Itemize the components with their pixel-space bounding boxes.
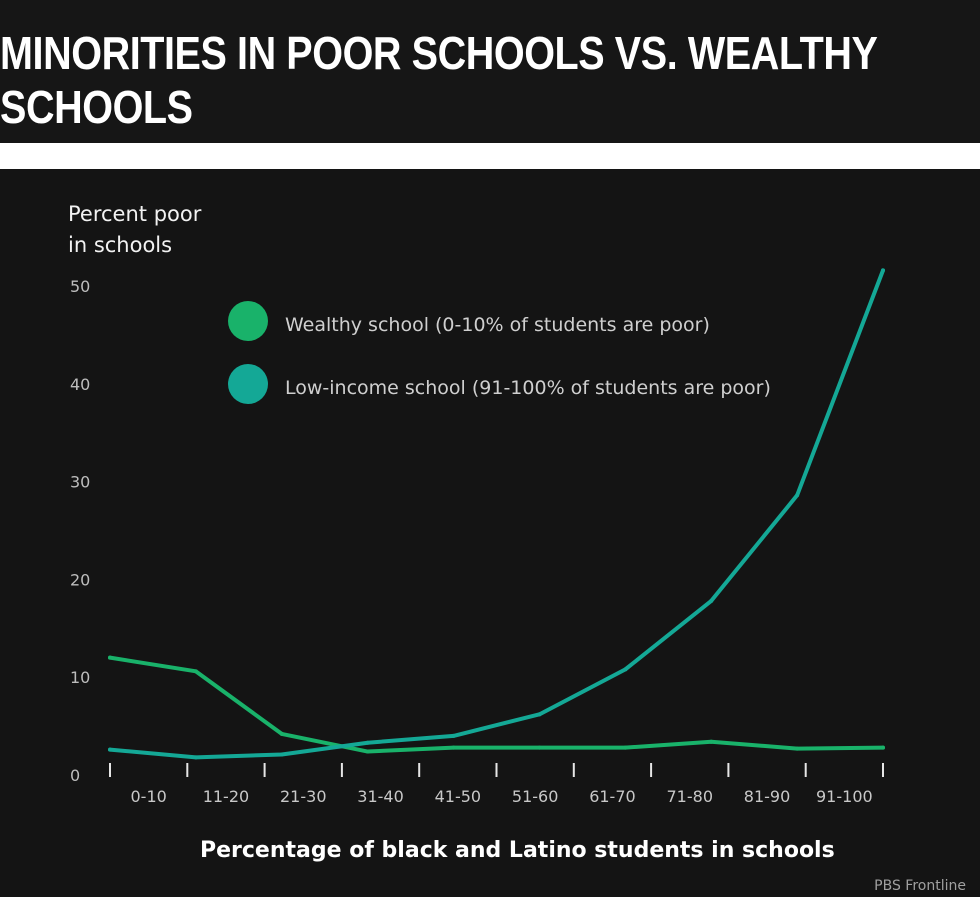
- header-bar: MINORITIES IN POOR SCHOOLS VS. WEALTHY S…: [0, 0, 980, 143]
- data-point-wealthy: [537, 745, 542, 750]
- data-point-wealthy: [623, 745, 628, 750]
- data-point-low-income: [451, 733, 456, 738]
- data-point-wealthy: [451, 745, 456, 750]
- data-point-wealthy: [193, 669, 198, 674]
- x-tick-label: 61-70: [589, 787, 636, 806]
- y-axis-label-line-2: in schools: [68, 233, 172, 257]
- x-tick-label: 91-100: [816, 787, 873, 806]
- y-tick-label: 20: [70, 570, 90, 589]
- legend-label-low-income: Low-income school (91-100% of students a…: [285, 377, 771, 399]
- x-axis-label: Percentage of black and Latino students …: [200, 838, 835, 863]
- line-chart: Percent poor in schools 0 10 20 30 40 50 0-10…: [68, 202, 966, 894]
- page-title: MINORITIES IN POOR SCHOOLS VS. WEALTHY S…: [0, 27, 877, 133]
- series-line-low-income: [108, 268, 885, 760]
- y-tick-label: 50: [70, 277, 90, 296]
- data-point-low-income: [881, 268, 885, 273]
- legend-label-wealthy: Wealthy school (0-10% of students are po…: [285, 314, 710, 336]
- y-tick-label: 30: [70, 473, 90, 492]
- data-point-wealthy: [365, 749, 370, 754]
- series-lines: [108, 268, 885, 760]
- data-point-wealthy: [108, 655, 112, 660]
- y-tick-label: 0: [70, 766, 80, 785]
- x-tick-label: 11-20: [203, 787, 250, 806]
- x-tick-label: 51-60: [512, 787, 559, 806]
- chart-panel: Percent poor in schools 0 10 20 30 40 50 0-10…: [0, 169, 980, 897]
- x-tick-label: 31-40: [357, 787, 404, 806]
- x-axis: 0-10 11-20 21-30 31-40 41-50 51-60 61-70 71-80 8…: [109, 763, 884, 806]
- source-credit: PBS Frontline: [874, 878, 966, 894]
- data-point-low-income: [795, 493, 800, 498]
- legend-swatch-low-income: [228, 364, 268, 404]
- data-point-low-income: [623, 667, 628, 672]
- x-tick-label: 71-80: [667, 787, 714, 806]
- legend-swatch-wealthy: [228, 301, 268, 341]
- data-point-wealthy: [709, 739, 714, 744]
- y-axis-ticks: 0 10 20 30 40 50: [70, 277, 90, 785]
- y-tick-label: 40: [70, 375, 90, 394]
- x-tick-label: 21-30: [280, 787, 327, 806]
- x-tick-label: 41-50: [435, 787, 482, 806]
- data-point-wealthy: [279, 731, 284, 736]
- legend: Wealthy school (0-10% of students are po…: [228, 301, 771, 404]
- data-point-low-income: [709, 598, 714, 603]
- x-tick-label: 81-90: [744, 787, 791, 806]
- y-axis-label-line-1: Percent poor: [68, 202, 202, 226]
- data-point-wealthy: [795, 746, 800, 751]
- data-point-low-income: [279, 752, 284, 757]
- data-point-low-income: [108, 747, 112, 752]
- series-line-wealthy: [108, 655, 885, 754]
- y-tick-label: 10: [70, 668, 90, 687]
- x-tick-label: 0-10: [130, 787, 166, 806]
- data-point-wealthy: [881, 745, 885, 750]
- data-point-low-income: [365, 740, 370, 745]
- data-point-low-income: [193, 755, 198, 760]
- data-point-low-income: [537, 712, 542, 717]
